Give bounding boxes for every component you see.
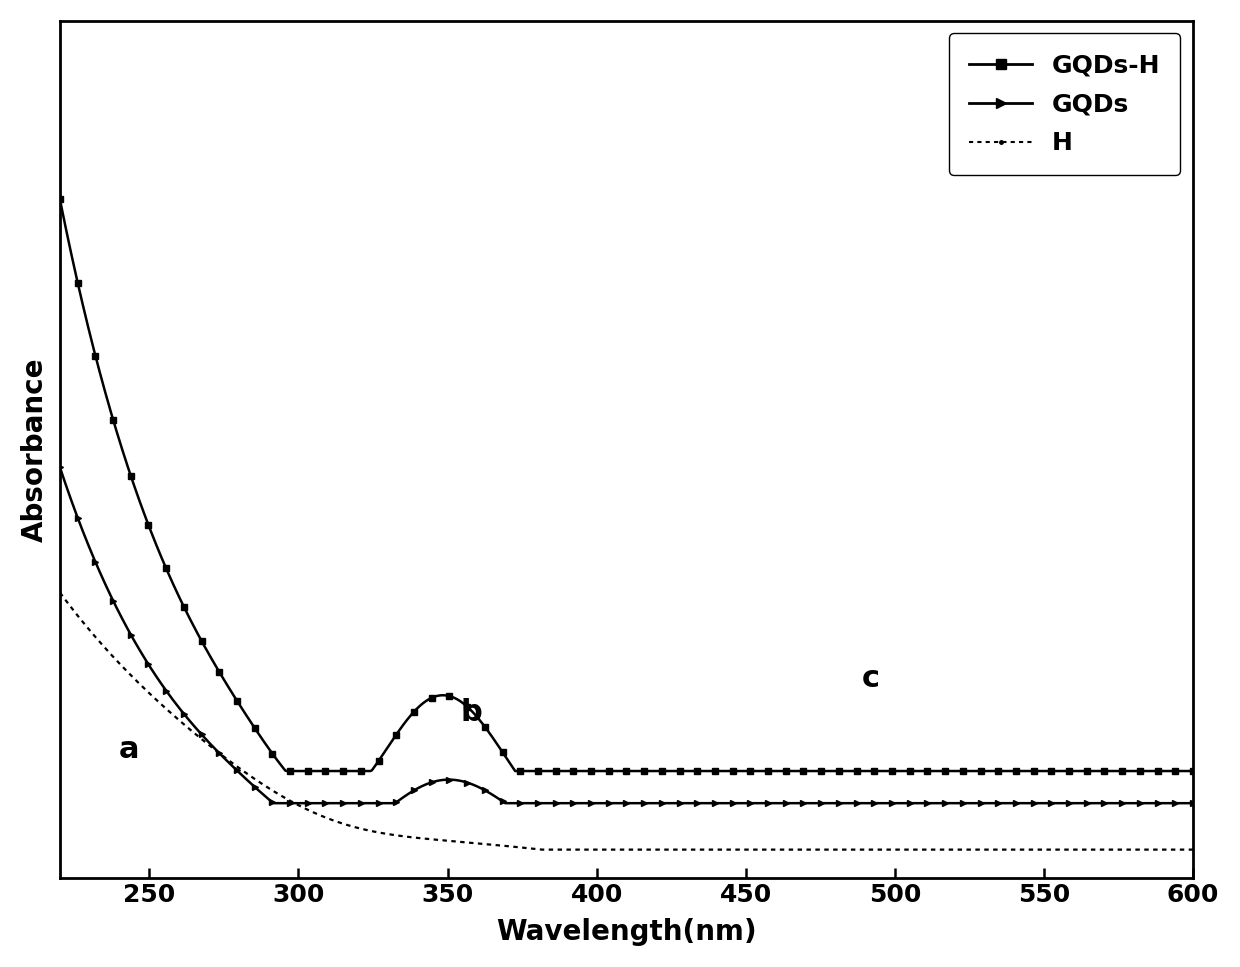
Text: c: c (862, 663, 880, 692)
Text: b: b (460, 697, 482, 726)
Legend: GQDs-H, GQDs, H: GQDs-H, GQDs, H (950, 33, 1180, 175)
Text: a: a (118, 735, 139, 764)
X-axis label: Wavelength(nm): Wavelength(nm) (496, 919, 756, 946)
Y-axis label: Absorbance: Absorbance (21, 357, 48, 542)
